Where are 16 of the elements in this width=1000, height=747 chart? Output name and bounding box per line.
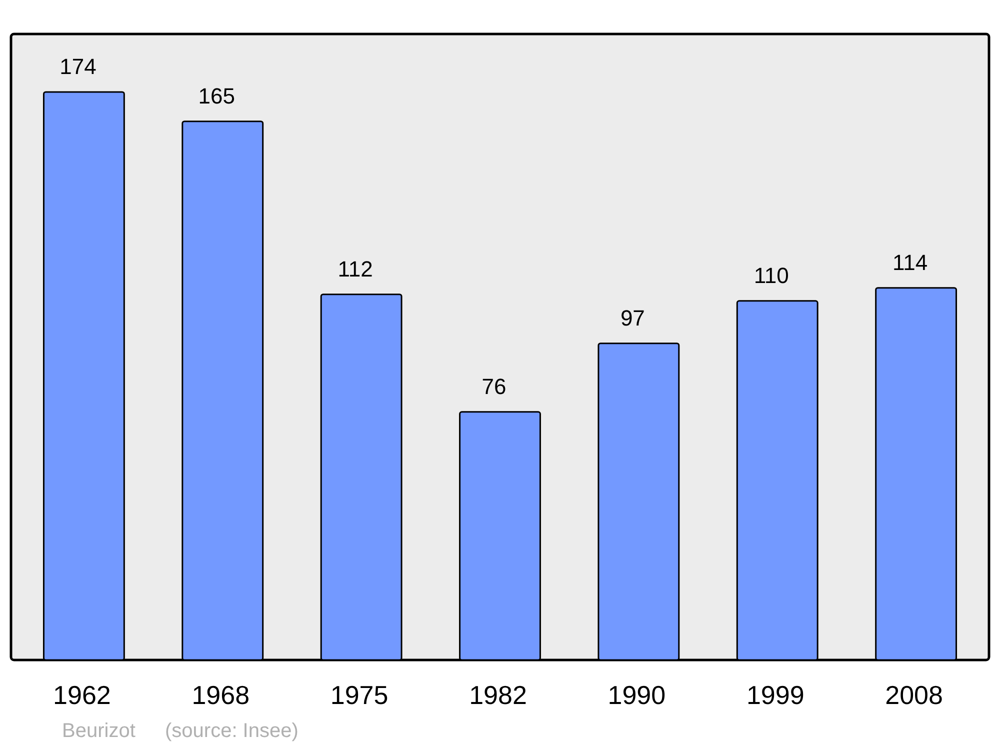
data-label: 112 xyxy=(338,256,373,282)
data-label: 76 xyxy=(482,374,506,399)
data-label: 114 xyxy=(892,250,928,275)
data-label: 97 xyxy=(620,305,645,330)
x-tick-label: 1982 xyxy=(469,680,527,710)
data-label: 110 xyxy=(754,262,789,288)
x-tick-label: 1999 xyxy=(746,680,804,710)
data-label: 165 xyxy=(198,83,235,108)
x-tick-label: 1990 xyxy=(608,680,666,710)
x-tick-label: 1975 xyxy=(330,680,388,710)
text: (source: Insee) xyxy=(165,720,298,742)
x-tick-label: 1962 xyxy=(53,680,111,710)
x-tick-label: 1968 xyxy=(192,680,250,710)
text: Beurizot xyxy=(62,720,136,742)
data-label: 174 xyxy=(60,54,96,79)
x-tick-label: 2008 xyxy=(885,680,943,710)
